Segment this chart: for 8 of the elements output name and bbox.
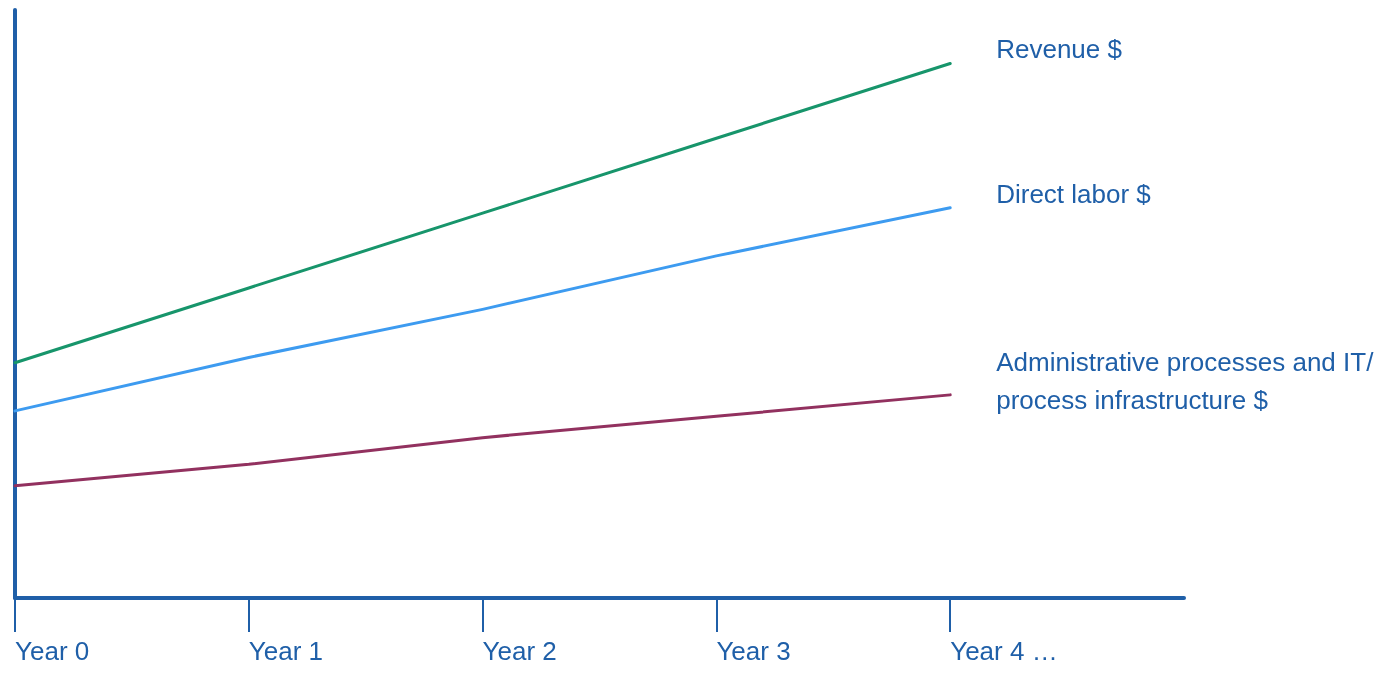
x-tick-label: Year 4 … <box>950 636 1058 666</box>
series-label: Direct labor $ <box>996 178 1152 209</box>
x-tick-label: Year 3 <box>716 636 791 666</box>
series-label: Revenue $ <box>996 34 1123 65</box>
x-tick-label: Year 2 <box>482 636 557 666</box>
series-label: Administrative processes and IT/process infrastructure $ <box>996 346 1375 415</box>
x-tick-label: Year 0 <box>15 636 90 666</box>
x-tick-label: Year 1 <box>248 636 324 666</box>
